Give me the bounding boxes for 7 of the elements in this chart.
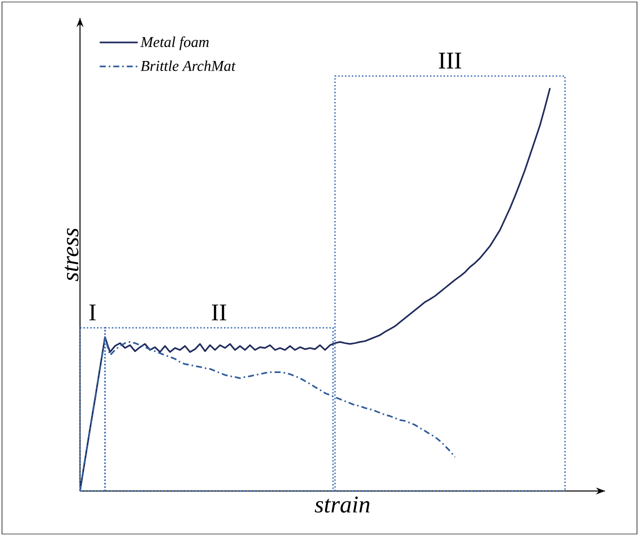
y-axis-title: stress [64, 228, 78, 282]
legend-label: Brittle ArchMat [140, 60, 236, 72]
legend-label: Metal foam [140, 36, 209, 50]
annotation: I [89, 304, 96, 320]
text: III [438, 52, 462, 68]
annotation: II [212, 304, 226, 320]
x-axis-title: strain [314, 496, 370, 513]
